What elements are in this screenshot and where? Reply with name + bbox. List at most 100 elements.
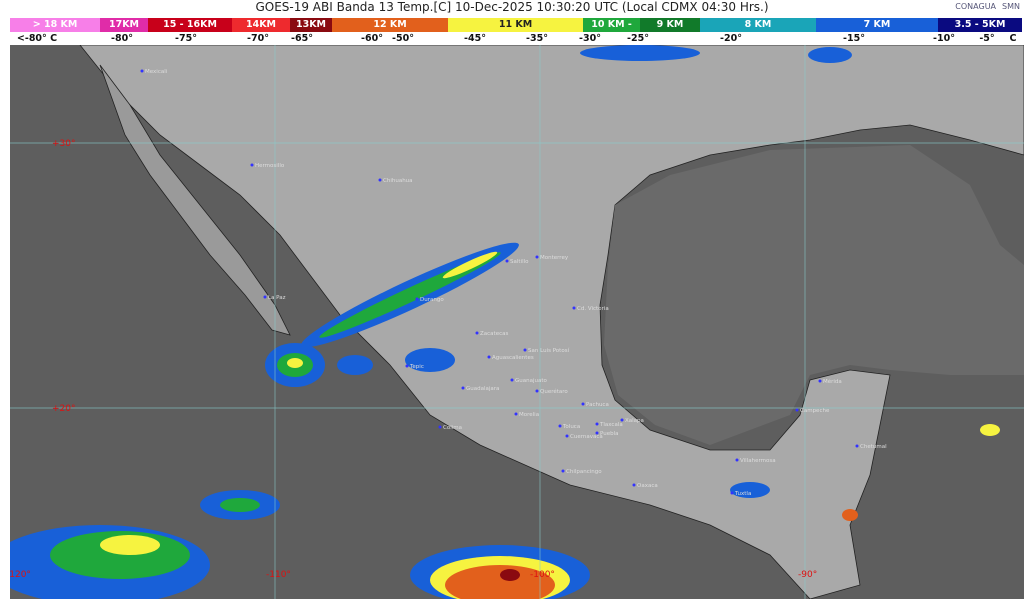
legend-swatch: 15 - 16KM xyxy=(148,18,232,32)
city-marker xyxy=(263,295,267,299)
city-label: Oaxaca xyxy=(637,483,658,489)
city-label: Chilpancingo xyxy=(566,469,602,475)
city-marker xyxy=(514,412,518,416)
city-label: Pachuca xyxy=(586,402,609,408)
city-marker xyxy=(535,389,539,393)
city-label: Villahermosa xyxy=(740,458,776,464)
city-label: San Luis Potosí xyxy=(528,347,570,354)
temperature-label: -5° xyxy=(979,33,995,44)
city-marker xyxy=(561,469,565,473)
city-label: Colima xyxy=(443,425,462,431)
city-marker xyxy=(475,331,479,335)
baja-california xyxy=(99,64,291,336)
legend-swatch: 10 KM - xyxy=(583,18,640,32)
legend-swatch: 14KM xyxy=(232,18,290,32)
gulf-of-mexico xyxy=(604,145,1024,445)
temperature-label: -65° xyxy=(291,33,313,44)
temperature-label: -20° xyxy=(720,33,742,44)
logos: CONAGUA SMN xyxy=(955,2,1020,11)
legend-swatch: 7 KM xyxy=(816,18,938,32)
temperature-label: -30° xyxy=(579,33,601,44)
legend-swatch: 8 KM xyxy=(700,18,816,32)
city-marker xyxy=(795,408,799,412)
city-label: Tepic xyxy=(409,364,424,370)
city-marker xyxy=(620,418,624,422)
legend-swatch: 3.5 - 5KM xyxy=(938,18,1022,32)
city-label: Durango xyxy=(420,297,444,303)
temperature-label: -25° xyxy=(627,33,649,44)
city-label: La Paz xyxy=(268,295,286,301)
city-label: Zacatecas xyxy=(480,331,508,337)
city-label: Aguascalientes xyxy=(492,355,534,361)
city-marker xyxy=(735,458,739,462)
city-marker xyxy=(140,69,144,73)
lat-30-label: +30° xyxy=(52,139,76,149)
city-label: Xalapa xyxy=(625,418,644,424)
legend-swatch: 13KM xyxy=(290,18,332,32)
city-label: Puebla xyxy=(600,431,618,437)
satellite-map: +30° +20° -120° -110° -100° -90° Mexical… xyxy=(10,45,1024,599)
city-marker xyxy=(523,348,527,352)
city-marker xyxy=(535,255,539,259)
city-label: Toluca xyxy=(562,424,580,430)
temperature-label: -35° xyxy=(526,33,548,44)
north-america-land xyxy=(79,45,1024,599)
image-title: GOES-19 ABI Banda 13 Temp.[C] 10-Dec-202… xyxy=(255,0,769,14)
temperature-label: -70° xyxy=(247,33,269,44)
temperature-label: -80° xyxy=(111,33,133,44)
city-label: Guanajuato xyxy=(515,378,548,384)
city-marker xyxy=(510,378,514,382)
city-label: Mexicali xyxy=(145,69,168,75)
legend-swatch: > 18 KM xyxy=(10,18,100,32)
temperature-label: -50° xyxy=(392,33,414,44)
city-marker xyxy=(405,364,409,368)
city-label: Cuernavaca xyxy=(570,434,603,440)
smn-logo: SMN xyxy=(1002,2,1020,11)
temperature-label: -15° xyxy=(843,33,865,44)
city-label: Tuxtla xyxy=(734,491,751,497)
city-label: Monterrey xyxy=(540,255,569,261)
city-marker xyxy=(505,259,509,263)
city-marker xyxy=(558,424,562,428)
city-label: Saltillo xyxy=(510,259,529,265)
city-label: Cd. Victoria xyxy=(577,306,609,312)
city-marker xyxy=(572,306,576,310)
city-marker xyxy=(595,431,599,435)
lat-20-label: +20° xyxy=(52,404,76,414)
lon-110-label: -110° xyxy=(266,570,291,580)
city-marker xyxy=(581,402,585,406)
conagua-logo: CONAGUA xyxy=(955,2,997,11)
city-marker xyxy=(250,163,254,167)
city-marker xyxy=(818,379,822,383)
temperature-scale: <-80° C -80° -75° -70° -65° -60° -50° -45° -35° -… xyxy=(10,32,1022,45)
city-label: Morelia xyxy=(519,412,539,418)
city-label: Tlaxcala xyxy=(599,422,623,428)
lon-100-label: -100° xyxy=(530,570,555,580)
city-marker xyxy=(855,444,859,448)
city-label: Chihuahua xyxy=(383,178,413,184)
altitude-color-legend: > 18 KM 17KM 15 - 16KM 14KM 13KM 12 KM 11 KM 10… xyxy=(10,18,1022,32)
city-labels: Mexicali Hermosillo Chihuahua La Paz Durango… xyxy=(140,69,887,497)
city-label: Mérida xyxy=(823,378,842,385)
city-marker xyxy=(730,491,734,495)
legend-swatch: 12 KM xyxy=(332,18,448,32)
city-label: Campeche xyxy=(800,408,830,414)
city-label: Chetumal xyxy=(860,444,887,450)
city-marker xyxy=(565,434,569,438)
lon-120-label: -120° xyxy=(10,570,31,580)
legend-swatch: 17KM xyxy=(100,18,148,32)
temperature-label: C xyxy=(1009,33,1017,44)
legend-swatch: 9 KM xyxy=(640,18,700,32)
city-label: Querétaro xyxy=(540,388,568,395)
city-label: Guadalajara xyxy=(466,386,499,392)
graticule xyxy=(10,45,1024,599)
city-label: Hermosillo xyxy=(255,163,285,169)
city-marker xyxy=(487,355,491,359)
city-marker xyxy=(632,483,636,487)
lon-90-label: -90° xyxy=(798,570,817,580)
temperature-label: -60° xyxy=(361,33,383,44)
city-marker xyxy=(438,425,442,429)
city-marker xyxy=(415,297,419,301)
cloud-tops xyxy=(10,45,1000,599)
temperature-label: -45° xyxy=(464,33,486,44)
